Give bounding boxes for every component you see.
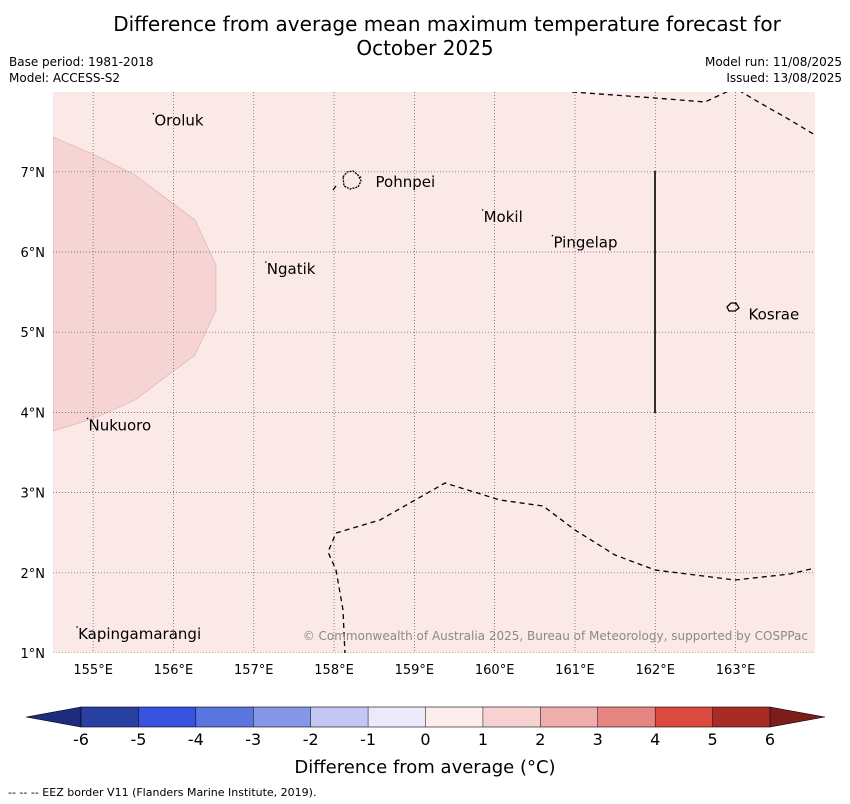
colorbar-tick-label: -2 xyxy=(303,730,319,749)
lon-tick-label: 157°E xyxy=(234,663,274,678)
colorbar-swatch xyxy=(712,707,771,727)
colorbar-tick-label: -6 xyxy=(73,730,89,749)
copyright-text: © Commonwealth of Australia 2025, Bureau… xyxy=(303,629,808,643)
place-label: Kapingamarangi xyxy=(78,625,201,643)
place-marker xyxy=(359,176,362,178)
colorbar-swatch xyxy=(482,707,541,727)
chart-title: Difference from average mean maximum tem… xyxy=(0,12,850,60)
colorbar-over-arrow xyxy=(769,706,826,728)
colorbar-tick-label: 6 xyxy=(765,730,775,749)
anomaly-patch xyxy=(53,136,217,432)
colorbar-swatch xyxy=(138,707,197,727)
eez-border-north xyxy=(571,92,815,136)
colorbar-swatch xyxy=(540,707,599,727)
colorbar-tick-label: -3 xyxy=(245,730,261,749)
lon-tick-label: 158°E xyxy=(314,663,354,678)
colorbar-swatch xyxy=(597,707,656,727)
title-line-1: Difference from average mean maximum tem… xyxy=(113,12,781,36)
colorbar-tick-label: 0 xyxy=(420,730,430,749)
pohnpei-island xyxy=(342,170,362,190)
lat-tick-label: 3°N xyxy=(21,487,46,502)
map-background xyxy=(53,92,815,653)
lat-tick-label: 2°N xyxy=(21,567,46,582)
meta-right: Model run: 11/08/2025 Issued: 13/08/2025 xyxy=(705,54,842,86)
colorbar: -6 -5 -4 -3 -2 -1 0 1 2 3 4 5 6 xyxy=(25,706,826,749)
kosrae-island xyxy=(726,302,740,312)
place-marker xyxy=(551,234,554,237)
colorbar-tick-label: 1 xyxy=(478,730,488,749)
colorbar-swatch xyxy=(655,707,713,727)
colorbar-tick-label: -4 xyxy=(188,730,204,749)
place-marker xyxy=(152,112,155,115)
colorbar-tick-label: 4 xyxy=(650,730,660,749)
eez-note: -- -- -- EEZ border V11 (Flanders Marine… xyxy=(8,786,317,799)
lat-tick-label: 1°N xyxy=(21,647,46,662)
colorbar-swatch xyxy=(425,707,484,727)
lat-tick-label: 5°N xyxy=(21,326,46,341)
colorbar-swatch xyxy=(253,707,311,727)
colorbar-swatch xyxy=(310,707,369,727)
lon-tick-label: 162°E xyxy=(635,663,675,678)
colorbar-label: Difference from average (°C) xyxy=(294,757,556,778)
colorbar-swatch xyxy=(368,707,426,727)
issued-date: Issued: 13/08/2025 xyxy=(726,71,842,85)
lon-tick-label: 159°E xyxy=(395,663,435,678)
base-period: Base period: 1981-2018 xyxy=(9,55,154,69)
lon-tick-label: 161°E xyxy=(555,663,595,678)
colorbar-tick-label: 3 xyxy=(593,730,603,749)
colorbar-swatch xyxy=(81,707,139,727)
place-label: Ngatik xyxy=(267,260,316,278)
colorbar-swatch xyxy=(195,707,254,727)
lat-tick-label: 6°N xyxy=(21,246,46,261)
lon-tick-label: 163°E xyxy=(716,663,756,678)
colorbar-tick-label: 5 xyxy=(707,730,717,749)
colorbar-tick-label: 2 xyxy=(535,730,545,749)
colorbar-tick-label: -5 xyxy=(130,730,146,749)
lat-tick-label: 4°N xyxy=(21,406,46,421)
place-label: Pingelap xyxy=(553,234,617,252)
place-label: Oroluk xyxy=(154,112,203,130)
model-run: Model run: 11/08/2025 xyxy=(704,55,842,69)
eez-border-south xyxy=(327,482,815,653)
place-label: Kosrae xyxy=(749,306,800,324)
place-label: Pohnpei xyxy=(376,173,436,191)
lon-tick-label: 156°E xyxy=(154,663,194,678)
place-label: Mokil xyxy=(484,208,523,226)
colorbar-tick-label: -1 xyxy=(360,730,376,749)
place-marker xyxy=(481,209,484,211)
title-line-2: October 2025 xyxy=(356,36,494,60)
place-marker xyxy=(734,302,737,305)
place-marker xyxy=(76,626,78,628)
model-name: Model: ACCESS-S2 xyxy=(9,71,121,85)
meta-left: Base period: 1981-2018 Model: ACCESS-S2 xyxy=(9,54,154,86)
map-panel: Oroluk Pohnpei Mokil Pingelap Ngatik Kosrae Nu… xyxy=(21,92,815,678)
place-marker xyxy=(86,417,89,420)
lon-tick-label: 160°E xyxy=(475,663,515,678)
lat-tick-label: 7°N xyxy=(21,166,46,181)
eez-border-fragment xyxy=(332,185,337,191)
place-label: Nukuoro xyxy=(89,416,152,434)
colorbar-under-arrow xyxy=(25,706,82,728)
place-marker xyxy=(264,261,267,263)
lon-tick-label: 155°E xyxy=(73,663,113,678)
